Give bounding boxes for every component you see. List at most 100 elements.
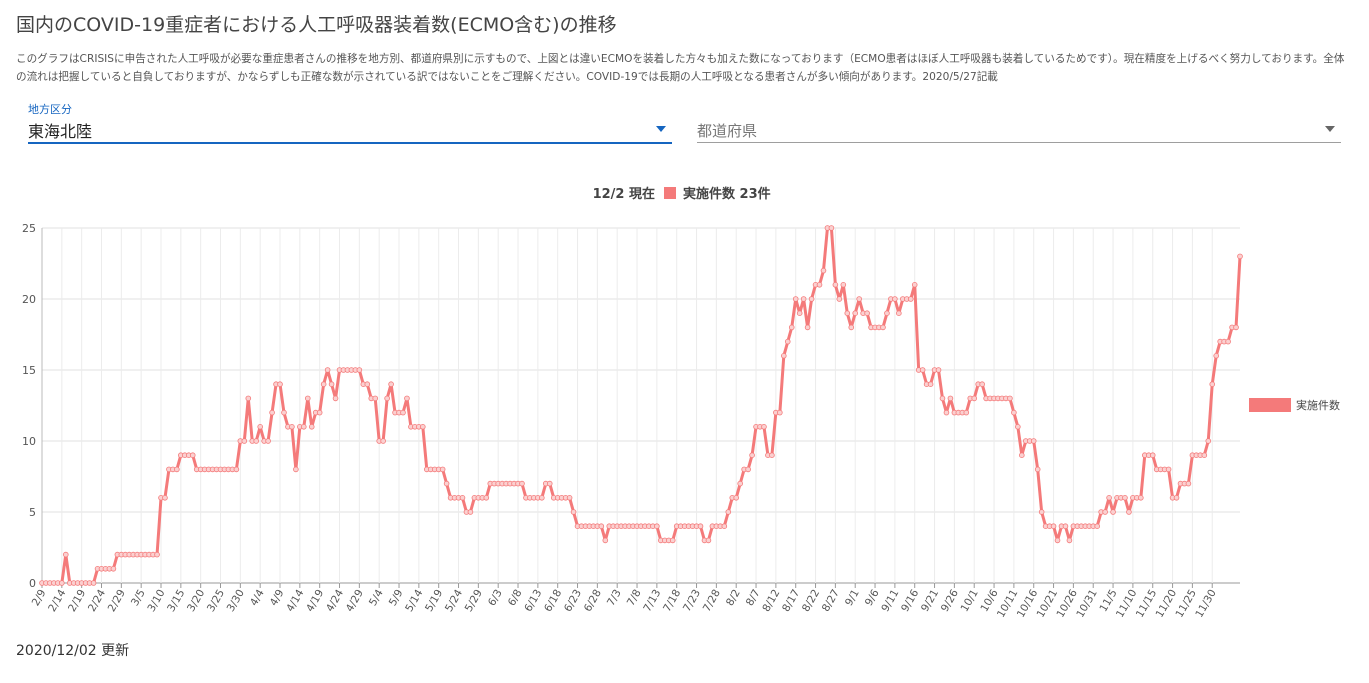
- data-point: [848, 324, 855, 331]
- x-tick-label: 6/13: [522, 588, 544, 614]
- data-point: [788, 324, 795, 331]
- data-point: [1237, 253, 1243, 260]
- data-point: [1050, 523, 1057, 529]
- data-point: [233, 466, 240, 473]
- x-tick-label: 8/12: [760, 588, 782, 614]
- data-point: [269, 409, 275, 416]
- data-point: [459, 494, 466, 501]
- chevron-down-icon[interactable]: [656, 126, 666, 132]
- data-point: [1165, 466, 1172, 473]
- data-point: [1094, 523, 1100, 529]
- data-point: [939, 395, 946, 402]
- x-tick-label: 7/13: [641, 588, 663, 614]
- data-point: [328, 381, 335, 388]
- x-tick-label: 2/19: [66, 588, 88, 614]
- region-select-label: 地方区分: [28, 103, 72, 116]
- data-point: [1138, 494, 1144, 501]
- x-tick-label: 5/29: [463, 588, 485, 614]
- data-point: [162, 494, 168, 501]
- data-point: [705, 537, 712, 544]
- data-point: [832, 281, 839, 288]
- data-point: [566, 494, 573, 501]
- data-point: [761, 423, 767, 430]
- data-point: [154, 551, 160, 558]
- data-point: [808, 296, 815, 302]
- data-point: [364, 381, 371, 388]
- data-point: [546, 480, 553, 487]
- data-point: [1185, 480, 1192, 487]
- x-tick-label: 10/1: [959, 588, 981, 614]
- x-tick-label: 9/26: [939, 587, 961, 614]
- prefecture-select-placeholder: 都道府県: [697, 122, 758, 140]
- chart-description: このグラフはCRISISに申告された人工呼吸が必要な重症患者さんの推移を地方別、…: [16, 53, 1345, 83]
- data-point: [245, 395, 252, 402]
- data-point: [1015, 423, 1021, 430]
- data-point: [110, 565, 117, 572]
- data-point: [281, 409, 287, 416]
- x-tick-label: 5/14: [403, 587, 425, 614]
- y-tick-label: 20: [22, 293, 36, 306]
- data-point: [602, 537, 609, 544]
- data-point: [781, 352, 787, 359]
- data-point: [804, 324, 811, 331]
- x-tick-label: 6/23: [562, 588, 584, 614]
- data-point: [816, 281, 823, 288]
- data-point: [911, 281, 918, 288]
- region-select[interactable]: 地方区分 東海北陸: [28, 100, 672, 144]
- data-point: [174, 466, 180, 473]
- y-tick-label: 5: [29, 506, 36, 519]
- series-line: [42, 226, 1242, 585]
- chevron-down-icon[interactable]: [1325, 126, 1335, 132]
- x-tick-label: 9/11: [879, 588, 901, 614]
- y-tick-label: 0: [29, 577, 36, 590]
- x-tick-label: 3/20: [185, 588, 207, 614]
- data-point: [721, 523, 728, 529]
- x-tick-label: 7/18: [661, 588, 683, 614]
- data-point: [1209, 381, 1216, 388]
- y-tick-label: 25: [22, 222, 36, 235]
- data-point: [800, 296, 807, 302]
- data-point: [1122, 494, 1128, 501]
- data-point: [253, 438, 260, 444]
- x-tick-label: 5/9: [387, 588, 406, 609]
- data-point: [971, 395, 978, 402]
- data-point: [301, 423, 307, 430]
- data-point: [388, 381, 394, 388]
- x-tick-label: 5/24: [443, 587, 465, 614]
- data-point: [1011, 409, 1017, 416]
- data-point: [90, 580, 97, 586]
- x-tick-label: 7/3: [605, 588, 624, 609]
- data-point: [1034, 466, 1041, 473]
- data-point: [189, 452, 196, 459]
- data-point: [935, 367, 942, 373]
- data-point: [892, 296, 898, 302]
- legend-label: 実施件数: [1296, 398, 1340, 412]
- data-point: [443, 480, 450, 487]
- data-point: [836, 296, 843, 302]
- data-point: [372, 395, 379, 402]
- data-point: [880, 324, 886, 331]
- data-point: [293, 466, 299, 473]
- data-point: [669, 537, 676, 544]
- data-point: [654, 523, 660, 529]
- data-point: [697, 523, 704, 529]
- x-tick-label: 9/21: [919, 588, 941, 614]
- data-point: [332, 395, 339, 402]
- data-point: [539, 494, 545, 501]
- data-point: [927, 381, 934, 388]
- x-tick-label: 8/22: [800, 588, 822, 614]
- x-tick-label: 3/30: [225, 588, 247, 614]
- data-point: [777, 409, 783, 416]
- data-point: [483, 494, 490, 501]
- y-tick-label: 15: [22, 364, 36, 377]
- prefecture-select[interactable]: 都道府県: [697, 100, 1341, 143]
- x-tick-label: 2/29: [106, 588, 128, 614]
- data-point: [1173, 494, 1180, 501]
- x-tick-label: 8/27: [820, 588, 842, 614]
- summary-date: 12/2 現在: [593, 186, 655, 202]
- data-point: [737, 480, 743, 487]
- data-point: [1062, 523, 1069, 529]
- x-tick-label: 3/5: [129, 588, 148, 609]
- data-point: [404, 395, 410, 402]
- data-point: [856, 296, 862, 302]
